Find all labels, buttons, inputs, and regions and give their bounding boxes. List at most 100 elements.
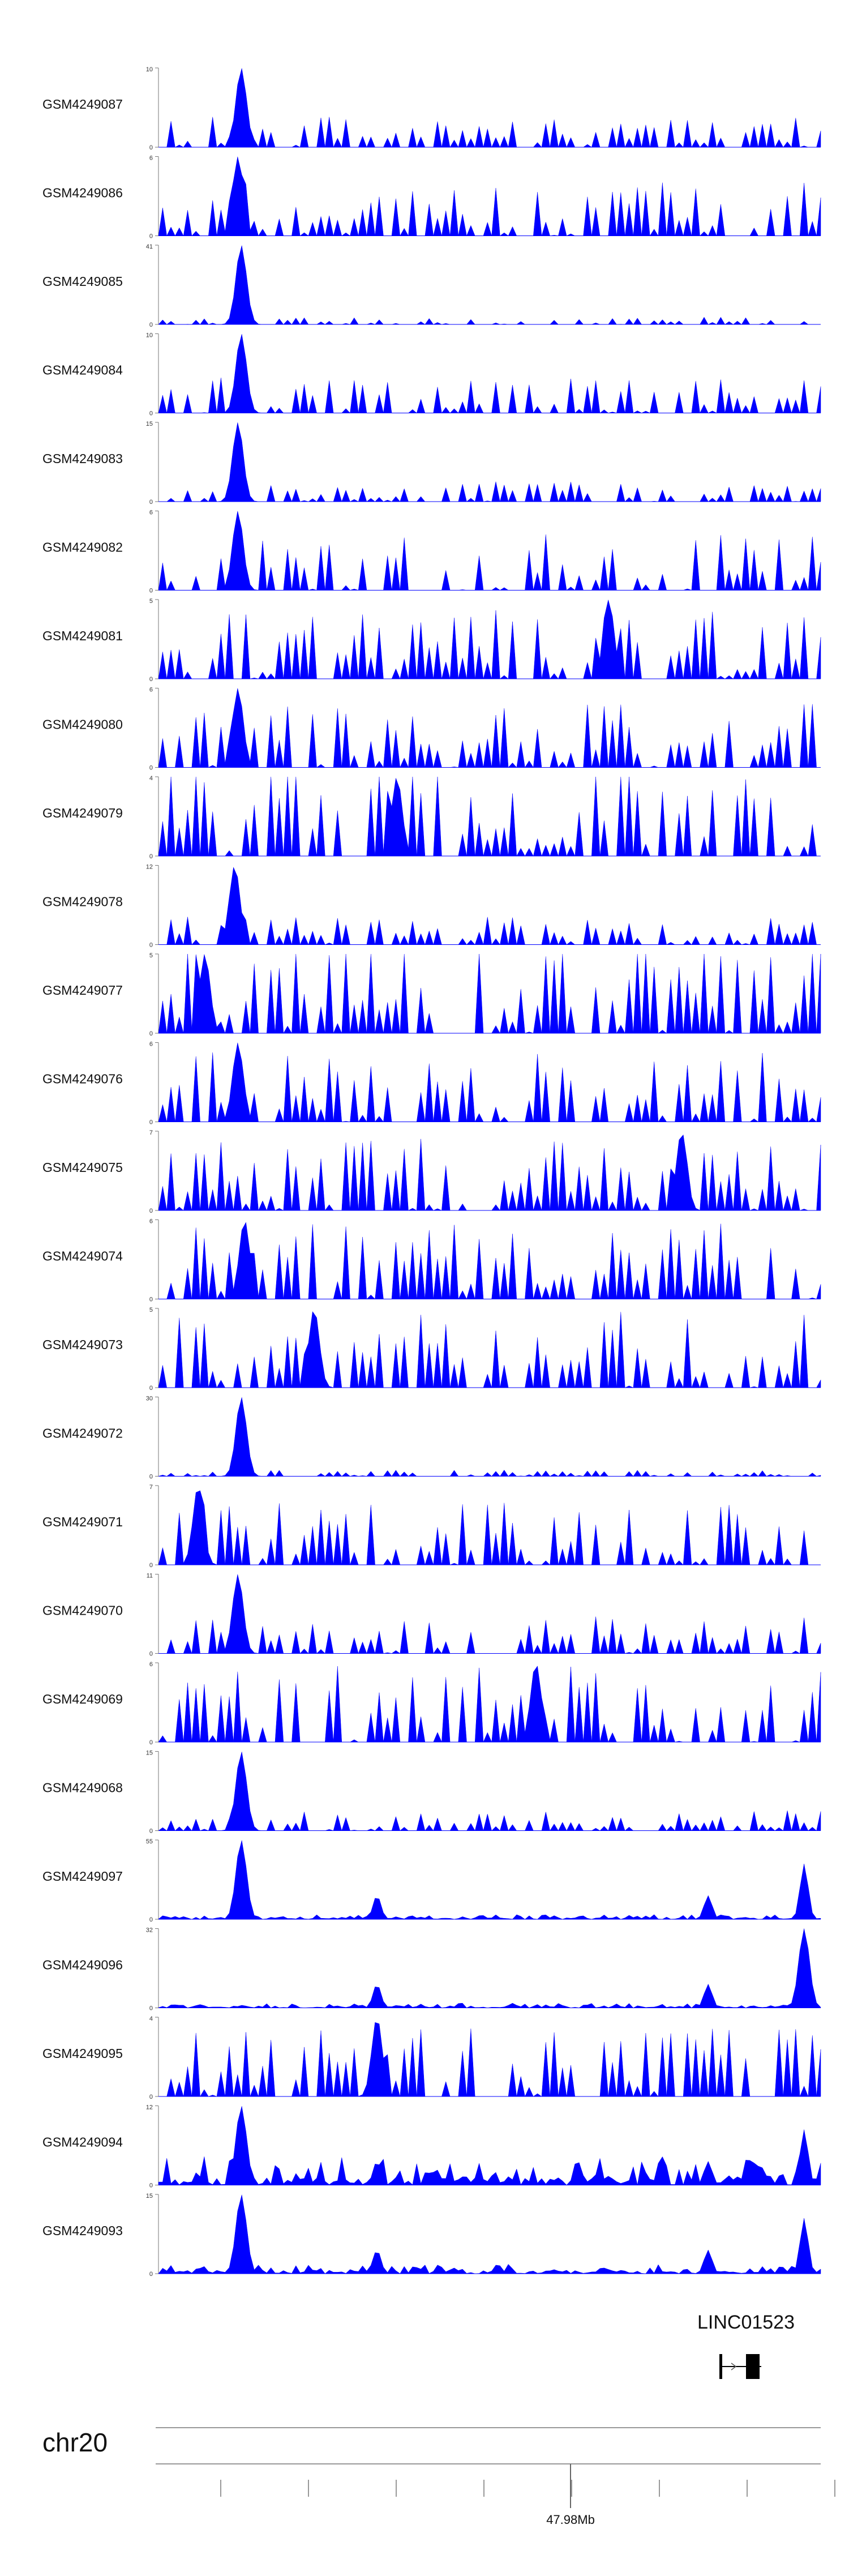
y-max-label: 6 bbox=[149, 1218, 153, 1225]
y-max-label: 15 bbox=[146, 421, 153, 427]
y-min-label: 0 bbox=[149, 144, 153, 151]
signal-area bbox=[158, 334, 821, 414]
y-max-label: 6 bbox=[149, 510, 153, 516]
y-max-label: 5 bbox=[149, 952, 153, 959]
track-GSM4249087: GSM4249087 10 0 bbox=[42, 66, 821, 151]
track-label: GSM4249097 bbox=[42, 1869, 123, 1884]
track-label: GSM4249077 bbox=[42, 983, 123, 998]
y-max-label: 4 bbox=[149, 2016, 153, 2022]
signal-area bbox=[158, 600, 821, 679]
y-min-label: 0 bbox=[149, 1651, 153, 1658]
track-GSM4249072: GSM4249072 30 0 bbox=[42, 1396, 821, 1480]
track-label: GSM4249071 bbox=[42, 1514, 123, 1529]
track-GSM4249082: GSM4249082 6 0 bbox=[42, 510, 821, 594]
y-max-label: 30 bbox=[146, 1396, 153, 1402]
y-max-label: 11 bbox=[147, 1573, 153, 1580]
track-GSM4249085: GSM4249085 41 0 bbox=[42, 243, 821, 328]
y-min-label: 0 bbox=[149, 676, 153, 683]
y-min-label: 0 bbox=[149, 1562, 153, 1569]
track-label: GSM4249079 bbox=[42, 806, 123, 820]
track-GSM4249069: GSM4249069 6 0 bbox=[42, 1661, 821, 1746]
y-max-label: 12 bbox=[146, 2104, 153, 2111]
gene-label: LINC01523 bbox=[697, 2312, 795, 2333]
track-GSM4249095: GSM4249095 4 0 bbox=[42, 2016, 821, 2100]
chromosome-axis: chr20 47.98Mb bbox=[42, 2427, 835, 2527]
y-max-label: 10 bbox=[146, 332, 153, 339]
track-label: GSM4249072 bbox=[42, 1426, 123, 1441]
y-max-label: 6 bbox=[149, 155, 153, 162]
track-GSM4249079: GSM4249079 4 0 bbox=[42, 775, 821, 860]
track-GSM4249086: GSM4249086 6 0 bbox=[42, 155, 821, 240]
y-min-label: 0 bbox=[149, 765, 153, 772]
signal-area bbox=[158, 2106, 821, 2185]
track-GSM4249081: GSM4249081 5 0 bbox=[42, 598, 821, 683]
track-GSM4249077: GSM4249077 5 0 bbox=[42, 952, 821, 1037]
track-label: GSM4249082 bbox=[42, 540, 123, 555]
chromosome-label: chr20 bbox=[42, 2428, 108, 2457]
signal-area bbox=[158, 688, 821, 768]
y-max-label: 10 bbox=[146, 66, 153, 73]
track-label: GSM4249068 bbox=[42, 1781, 123, 1795]
track-label: GSM4249084 bbox=[42, 363, 123, 378]
track-label: GSM4249083 bbox=[42, 451, 123, 466]
track-label: GSM4249087 bbox=[42, 97, 123, 112]
track-GSM4249074: GSM4249074 6 0 bbox=[42, 1218, 821, 1303]
y-max-label: 12 bbox=[146, 864, 153, 871]
y-min-label: 0 bbox=[149, 942, 153, 949]
track-GSM4249078: GSM4249078 12 0 bbox=[42, 864, 821, 949]
y-min-label: 0 bbox=[149, 2183, 153, 2189]
y-max-label: 6 bbox=[149, 1041, 153, 1048]
y-min-label: 0 bbox=[149, 1828, 153, 1835]
signal-area bbox=[158, 2194, 821, 2274]
signal-area bbox=[158, 1666, 821, 1743]
track-label: GSM4249093 bbox=[42, 2223, 123, 2238]
track-label: GSM4249086 bbox=[42, 186, 123, 200]
y-min-label: 0 bbox=[149, 322, 153, 328]
y-min-label: 0 bbox=[149, 1385, 153, 1392]
track-GSM4249070: GSM4249070 11 0 bbox=[42, 1573, 821, 1658]
signal-area bbox=[158, 422, 821, 502]
signal-area bbox=[158, 156, 821, 237]
signal-area bbox=[158, 1840, 821, 1920]
signal-area bbox=[158, 1311, 821, 1388]
y-max-label: 32 bbox=[146, 1927, 153, 1934]
y-min-label: 0 bbox=[149, 1296, 153, 1303]
y-max-label: 5 bbox=[149, 1307, 153, 1313]
signal-area bbox=[158, 953, 821, 1034]
y-min-label: 0 bbox=[149, 1474, 153, 1480]
y-min-label: 0 bbox=[149, 2005, 153, 2012]
track-label: GSM4249069 bbox=[42, 1692, 123, 1706]
signal-area bbox=[158, 1397, 821, 1477]
gene-exon-left bbox=[719, 2354, 722, 2379]
signal-area bbox=[158, 1134, 821, 1211]
y-max-label: 7 bbox=[149, 1129, 153, 1136]
signal-area bbox=[158, 1042, 821, 1123]
y-min-label: 0 bbox=[149, 1208, 153, 1214]
signal-area bbox=[158, 1928, 821, 2008]
y-max-label: 6 bbox=[149, 687, 153, 694]
track-GSM4249073: GSM4249073 5 0 bbox=[42, 1307, 821, 1392]
y-min-label: 0 bbox=[149, 1739, 153, 1746]
y-min-label: 0 bbox=[149, 1030, 153, 1037]
track-GSM4249094: GSM4249094 12 0 bbox=[42, 2104, 821, 2189]
signal-area bbox=[158, 68, 821, 148]
track-label: GSM4249076 bbox=[42, 1072, 123, 1086]
track-GSM4249076: GSM4249076 6 0 bbox=[42, 1041, 821, 1126]
y-min-label: 0 bbox=[149, 233, 153, 240]
track-label: GSM4249081 bbox=[42, 628, 123, 643]
y-min-label: 0 bbox=[149, 2094, 153, 2100]
signal-area bbox=[158, 2022, 821, 2097]
gene-exon-right bbox=[746, 2354, 760, 2379]
track-label: GSM4249074 bbox=[42, 1249, 123, 1264]
y-max-label: 15 bbox=[146, 1750, 153, 1757]
y-max-label: 6 bbox=[149, 1661, 153, 1668]
signal-area bbox=[158, 776, 821, 857]
track-label: GSM4249075 bbox=[42, 1160, 123, 1175]
track-label: GSM4249080 bbox=[42, 717, 123, 732]
track-label: GSM4249070 bbox=[42, 1603, 123, 1618]
y-min-label: 0 bbox=[149, 588, 153, 594]
gene-annotation: LINC01523 bbox=[697, 2312, 795, 2379]
signal-area bbox=[158, 1574, 821, 1654]
track-label: GSM4249078 bbox=[42, 895, 123, 909]
y-max-label: 41 bbox=[146, 243, 153, 250]
